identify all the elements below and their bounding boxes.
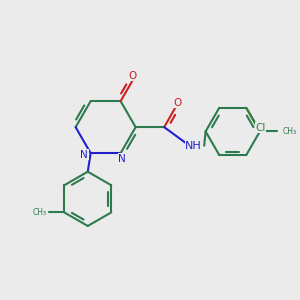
Text: O: O [129,71,137,81]
Text: CH₃: CH₃ [33,208,47,217]
Text: CH₃: CH₃ [283,127,297,136]
Text: NH: NH [185,141,202,151]
Text: O: O [173,98,181,108]
Text: N: N [118,154,126,164]
Text: Cl: Cl [255,122,266,133]
Text: N: N [80,150,88,160]
